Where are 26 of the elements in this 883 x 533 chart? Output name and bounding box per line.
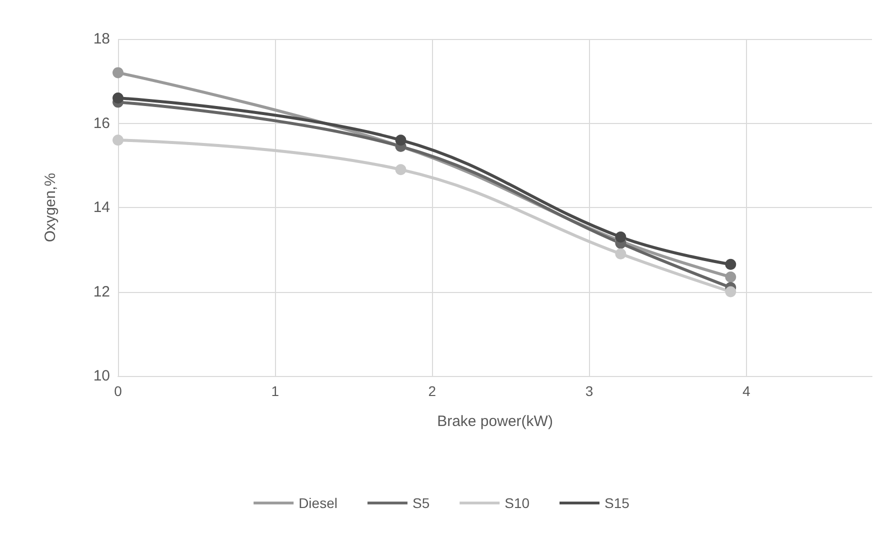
- point: [395, 164, 406, 176]
- y-axis-title: Oxygen,%: [42, 172, 59, 242]
- y-tick-label: 10: [93, 368, 110, 384]
- legend-label: S5: [412, 495, 430, 511]
- point: [112, 92, 124, 104]
- y-tick-label: 12: [93, 283, 110, 300]
- point: [725, 258, 736, 270]
- y-tick-label: 14: [93, 199, 110, 216]
- x-tick-label: 0: [114, 383, 122, 399]
- point: [725, 286, 736, 298]
- x-tick-label: 2: [428, 383, 436, 399]
- legend-label: S10: [504, 495, 530, 511]
- legend-label: Diesel: [298, 495, 338, 511]
- point: [395, 134, 406, 146]
- point: [725, 272, 736, 283]
- point: [615, 231, 626, 242]
- legend-label: S15: [604, 495, 630, 511]
- point: [112, 67, 124, 78]
- x-tick-label: 1: [271, 383, 280, 399]
- point: [112, 134, 124, 146]
- x-axis-title: Brake power(kW): [437, 413, 553, 430]
- y-tick-label: 18: [93, 30, 110, 48]
- x-tick-label: 3: [585, 383, 594, 399]
- x-tick-label: 4: [742, 383, 750, 399]
- y-tick-label: 16: [93, 114, 110, 132]
- point: [615, 248, 626, 260]
